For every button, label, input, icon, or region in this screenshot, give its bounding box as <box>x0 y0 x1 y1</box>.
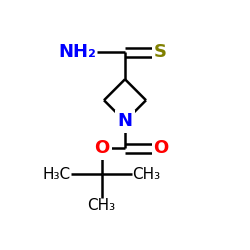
Text: H₃C: H₃C <box>42 167 70 182</box>
Text: O: O <box>94 140 109 158</box>
Text: CH₃: CH₃ <box>132 167 160 182</box>
Text: N: N <box>118 112 132 130</box>
Text: O: O <box>154 140 169 158</box>
Text: NH₂: NH₂ <box>59 43 96 61</box>
Text: CH₃: CH₃ <box>88 198 116 213</box>
Text: S: S <box>154 43 166 61</box>
